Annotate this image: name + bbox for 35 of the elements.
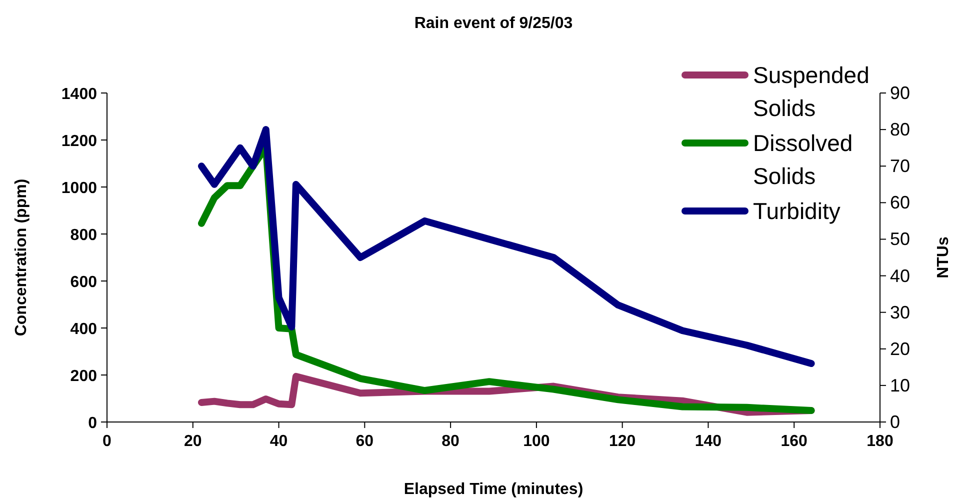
y-tick-label: 600 (70, 274, 98, 291)
y2-tick-label: 60 (890, 192, 910, 213)
y2-tick-label: 80 (890, 120, 910, 140)
legend-label: Dissolved Solids (753, 130, 853, 189)
y2-tick-label: 30 (890, 302, 910, 322)
x-tick-label: 120 (608, 433, 636, 450)
y-tick-label: 0 (88, 415, 98, 432)
y-tick-label: 800 (70, 227, 98, 244)
x-tick-label: 80 (442, 433, 460, 450)
y2-tick-label: 0 (890, 412, 900, 432)
x-tick-label: 40 (270, 433, 288, 450)
y-tick-label: 200 (70, 368, 98, 385)
y-tick-label: 1000 (61, 180, 98, 197)
y-tick-label: 1400 (61, 86, 98, 103)
x-tick-label: 20 (184, 433, 202, 450)
legend-label: Suspended Solids (753, 62, 870, 121)
y2-axis-title: NTUs (935, 236, 952, 278)
legend-label: Turbidity (753, 198, 841, 224)
y2-tick-label: 10 (890, 375, 910, 396)
y2-tick-label: 70 (890, 156, 910, 176)
x-tick-label: 100 (523, 433, 550, 450)
x-tick-label: 180 (866, 433, 894, 450)
y2-tick-label: 40 (890, 266, 910, 286)
y2-tick-label: 20 (890, 338, 910, 359)
y2-tick-label: 50 (890, 229, 910, 250)
y2-tick-label: 90 (890, 83, 910, 103)
y-tick-label: 1200 (61, 133, 98, 150)
x-tick-label: 60 (356, 433, 374, 450)
x-axis-title: Elapsed Time (minutes) (404, 481, 584, 498)
x-tick-label: 140 (694, 433, 722, 450)
y-axis-title: Concentration (ppm) (13, 178, 30, 336)
y-tick-label: 400 (70, 321, 98, 338)
x-tick-label: 160 (780, 433, 808, 450)
chart-title: Rain event of 9/25/03 (414, 15, 573, 32)
x-tick-label: 0 (102, 433, 112, 450)
